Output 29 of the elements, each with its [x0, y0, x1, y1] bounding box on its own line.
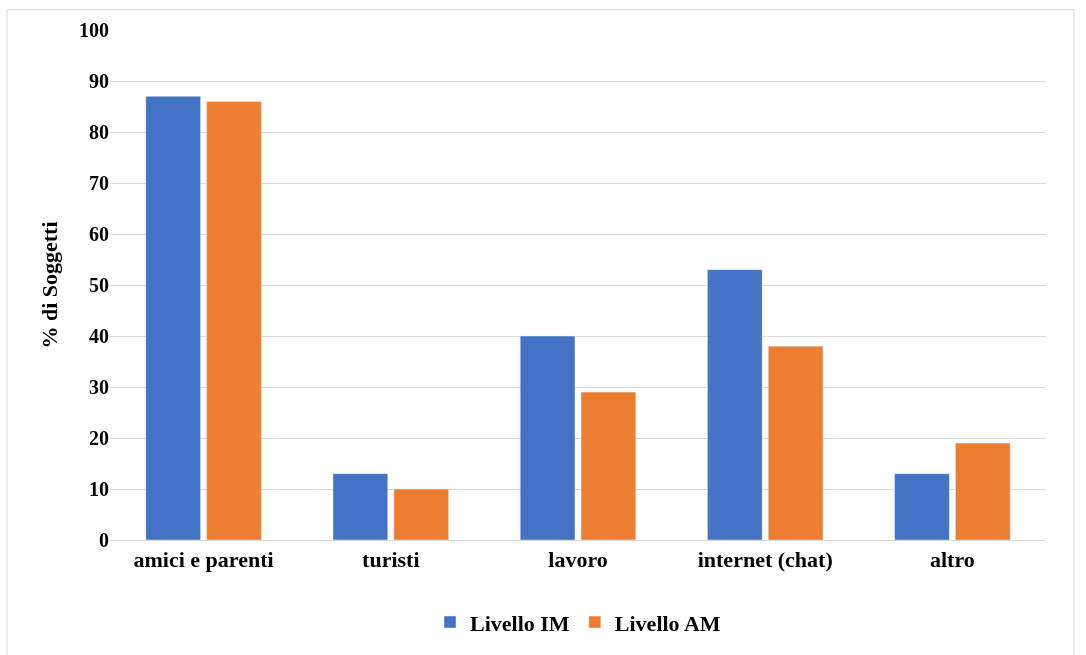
bar — [145, 96, 201, 540]
y-tick-label: 100 — [79, 19, 109, 41]
bar — [580, 391, 637, 540]
x-tick-label: amici e parenti — [133, 547, 274, 573]
x-tick-label: turisti — [362, 547, 420, 573]
x-tick-label: lavoro — [548, 547, 608, 573]
bar — [894, 473, 950, 540]
bar — [393, 488, 449, 540]
y-axis-title: % di Soggetti — [36, 221, 62, 349]
bar — [519, 335, 576, 540]
bar — [332, 473, 389, 540]
x-tick-label: internet (chat) — [697, 547, 833, 573]
y-tick-label: 80 — [89, 121, 109, 143]
y-tick-label: 30 — [89, 376, 109, 398]
y-tick-label: 70 — [89, 172, 109, 194]
bar — [206, 101, 262, 540]
y-tick-label: 90 — [89, 70, 109, 92]
y-tick-label: 10 — [89, 478, 109, 500]
x-tick-label: altro — [929, 547, 975, 573]
legend-label: Livello IM — [470, 610, 570, 636]
y-tick-label: 0 — [99, 529, 109, 551]
bar — [955, 442, 1011, 540]
y-tick-label: 50 — [89, 274, 109, 296]
bar — [707, 269, 763, 540]
y-tick-label: 60 — [89, 223, 109, 245]
y-tick-label: 20 — [89, 427, 109, 449]
bar — [767, 345, 824, 540]
legend-label: Livello AM — [614, 610, 721, 636]
y-tick-label: 40 — [89, 325, 109, 347]
